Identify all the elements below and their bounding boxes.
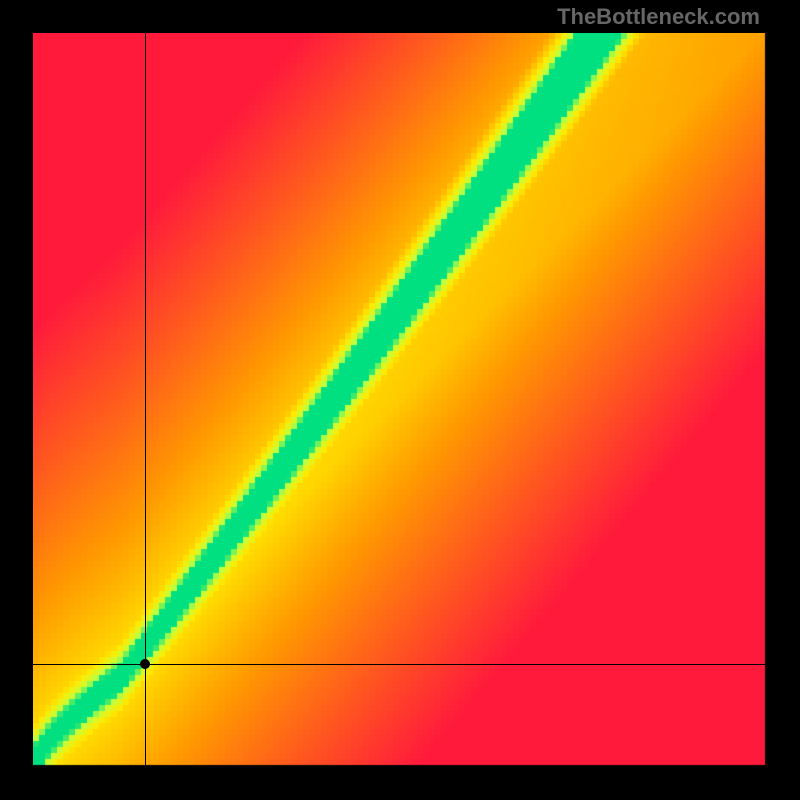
- watermark-text: TheBottleneck.com: [557, 4, 760, 30]
- heatmap-plot: [33, 33, 767, 767]
- crosshair-marker: [140, 659, 150, 669]
- crosshair-vertical: [145, 33, 146, 767]
- heatmap-canvas: [33, 33, 767, 767]
